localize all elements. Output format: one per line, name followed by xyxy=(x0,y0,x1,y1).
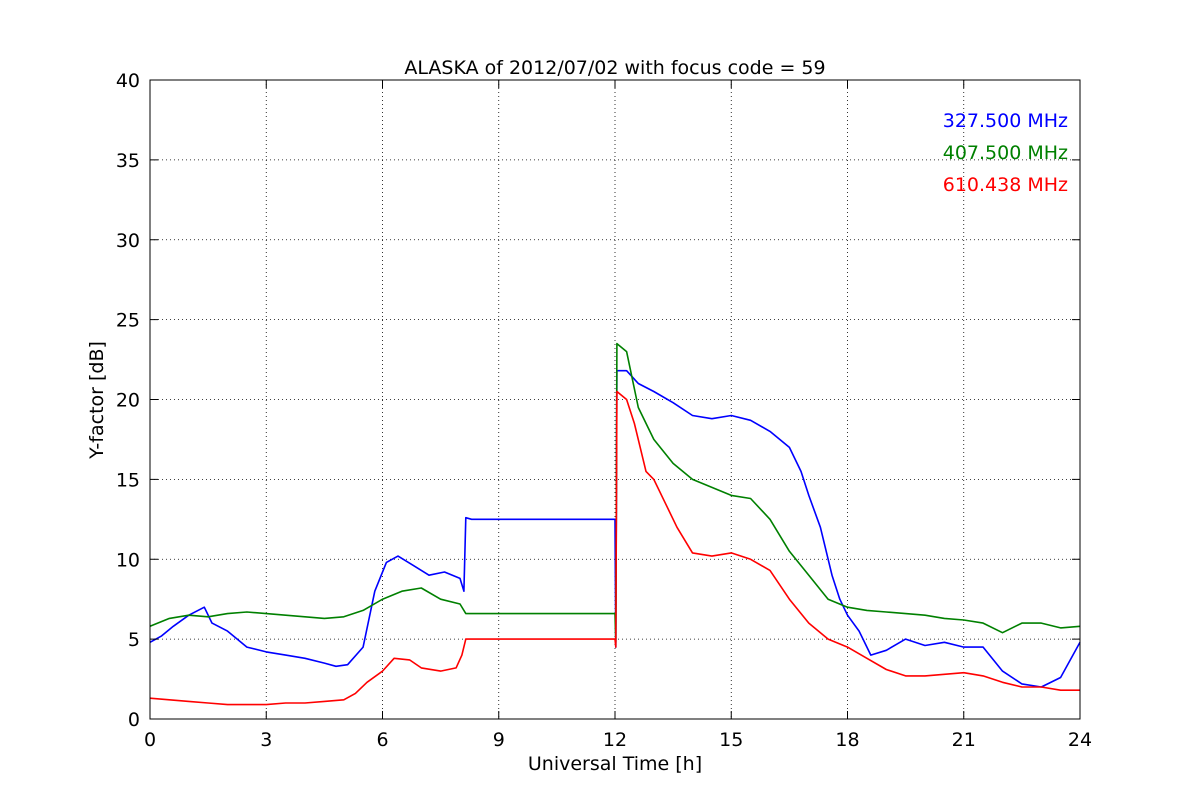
y-tick-label: 5 xyxy=(128,629,140,651)
x-tick-label: 21 xyxy=(952,729,976,751)
y-tick-label: 40 xyxy=(116,70,140,92)
series-line-3 xyxy=(149,390,1080,706)
x-tick-label: 15 xyxy=(719,729,743,751)
legend-entry-3: 610.438 MHz xyxy=(943,174,1068,196)
x-tick-label: 9 xyxy=(493,729,505,751)
legend: 327.500 MHz 407.500 MHz 610.438 MHz xyxy=(943,110,1068,196)
y-tick-label: 15 xyxy=(116,469,140,491)
series-line-2 xyxy=(149,342,1081,644)
y-axis-label: Y-factor [dB] xyxy=(86,341,108,460)
y-tick-label: 10 xyxy=(116,549,140,571)
chart-title: ALASKA of 2012/07/02 with focus code = 5… xyxy=(404,57,825,79)
x-tick-label: 0 xyxy=(144,729,156,751)
legend-entry-2: 407.500 MHz xyxy=(943,142,1068,164)
x-axis-label: Universal Time [h] xyxy=(528,753,702,775)
x-tick-label: 12 xyxy=(603,729,627,751)
y-tick-label: 30 xyxy=(116,230,140,252)
series-line-1 xyxy=(149,369,1081,688)
legend-entry-1: 327.500 MHz xyxy=(943,110,1068,132)
x-tick-label: 6 xyxy=(376,729,388,751)
x-tick-label: 18 xyxy=(835,729,859,751)
y-tick-label: 35 xyxy=(116,150,140,172)
y-tick-label: 20 xyxy=(116,390,140,412)
y-tick-label: 0 xyxy=(128,709,140,731)
y-tick-label: 25 xyxy=(116,310,140,332)
ticks: 0 3 6 9 12 15 18 21 24 0 5 10 15 20 25 30 35 40 xyxy=(116,70,1092,751)
x-tick-label: 3 xyxy=(260,729,272,751)
x-tick-label: 24 xyxy=(1068,729,1092,751)
series-layer xyxy=(149,342,1081,706)
